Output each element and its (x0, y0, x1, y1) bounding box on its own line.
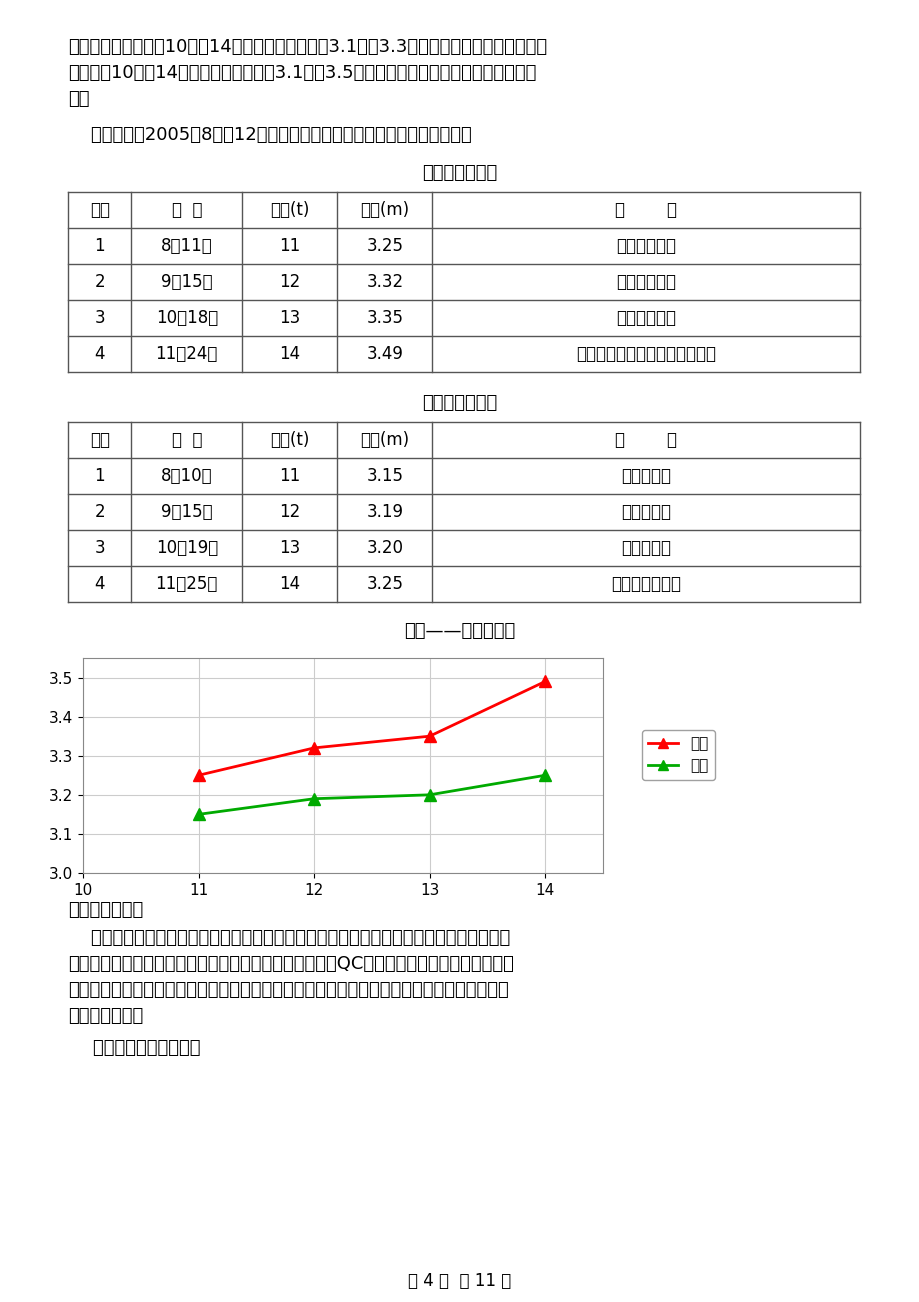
Text: 3: 3 (95, 309, 105, 327)
Text: 13: 13 (278, 539, 301, 557)
Text: 12: 12 (278, 273, 301, 292)
Text: 无蔓汽返冒: 无蔓汽返冒 (620, 467, 671, 486)
Text: 3.19: 3.19 (366, 503, 403, 521)
Text: 11: 11 (278, 237, 301, 255)
Text: 11月25日: 11月25日 (155, 575, 218, 592)
Text: 2: 2 (95, 503, 105, 521)
Text: 1: 1 (95, 237, 105, 255)
Text: 南场渣量10吞－14吞时，渣水斗液位在3.1米－3.5米，蔓汽反冒现象从少量到大量，到严: 南场渣量10吞－14吞时，渣水斗液位在3.1米－3.5米，蔓汽反冒现象从少量到大… (68, 64, 536, 82)
Text: 1: 1 (95, 467, 105, 486)
Text: 13: 13 (278, 309, 301, 327)
Legend: 南场, 北场: 南场, 北场 (641, 730, 714, 780)
Text: 下面分别是2005年8月至12月期间水渣南北场蔓汽返冒现象的调查情况：: 下面分别是2005年8月至12月期间水渣南北场蔓汽返冒现象的调查情况： (68, 126, 471, 145)
Text: 北场吹制情况：: 北场吹制情况： (422, 395, 497, 411)
Text: 六、原因分析和论证：: 六、原因分析和论证： (68, 1039, 200, 1057)
Text: 南场吹制情况：: 南场吹制情况： (422, 164, 497, 182)
Text: 3.49: 3.49 (366, 345, 403, 363)
Text: 现        象: 现 象 (615, 201, 676, 219)
Text: 大量蔓汽返冒: 大量蔓汽返冒 (616, 309, 675, 327)
Text: 渣量(t): 渣量(t) (270, 201, 309, 219)
Text: 3.20: 3.20 (366, 539, 403, 557)
Text: 现        象: 现 象 (615, 431, 676, 449)
Text: 8月10日: 8月10日 (161, 467, 212, 486)
Text: 12: 12 (278, 503, 301, 521)
Text: 少量蔓汽返冒: 少量蔓汽返冒 (616, 237, 675, 255)
Text: 4: 4 (95, 575, 105, 592)
Text: 10月19日: 10月19日 (155, 539, 218, 557)
Text: 渣量(t): 渣量(t) (270, 431, 309, 449)
Text: 3: 3 (95, 539, 105, 557)
Text: 3.25: 3.25 (366, 575, 403, 592)
Text: 事水渣工艺工作的辅导员加盟，北场不存在蔓汽返冒现象，只要找到它们的不同之处，问题就: 事水渣工艺工作的辅导员加盟，北场不存在蔓汽返冒现象，只要找到它们的不同之处，问题… (68, 980, 508, 999)
Text: 9月15日: 9月15日 (161, 273, 212, 292)
Text: 序号: 序号 (89, 431, 109, 449)
Text: 3.25: 3.25 (366, 237, 403, 255)
Text: 3.15: 3.15 (366, 467, 403, 486)
Text: 出现极少量蔓汽: 出现极少量蔓汽 (610, 575, 680, 592)
Text: 14: 14 (278, 345, 300, 363)
Text: 液位(m): 液位(m) (360, 201, 409, 219)
Text: 第 4 页  共 11 页: 第 4 页 共 11 页 (408, 1272, 511, 1290)
Text: 蔓汽返冒严重，并带有泡渣飞出: 蔓汽返冒严重，并带有泡渣飞出 (575, 345, 715, 363)
Text: 4: 4 (95, 345, 105, 363)
Text: 14: 14 (278, 575, 300, 592)
Text: 液位(m): 液位(m) (360, 431, 409, 449)
Text: 日  期: 日 期 (171, 431, 202, 449)
Text: 都很正常；北场渣量10吞－14吞时，渣水斗液位在3.1米－3.3米，蔓汽反冒现象基本没有；: 都很正常；北场渣量10吞－14吞时，渣水斗液位在3.1米－3.3米，蔓汽反冒现象… (68, 38, 547, 56)
Text: 厉，现场工作经验丰富，再加上部分小组成员有参加其他QC活动项目的成功经验和有多年从: 厉，现场工作经验丰富，再加上部分小组成员有参加其他QC活动项目的成功经验和有多年… (68, 954, 514, 973)
Text: 日  期: 日 期 (171, 201, 202, 219)
Text: 无蔓汽返冒: 无蔓汽返冒 (620, 539, 671, 557)
Text: 大量蔓汽返冒: 大量蔓汽返冒 (616, 273, 675, 292)
Text: 8月11日: 8月11日 (161, 237, 212, 255)
Text: 一定能够解决。: 一定能够解决。 (68, 1006, 143, 1025)
Text: 序号: 序号 (89, 201, 109, 219)
Text: 9月15日: 9月15日 (161, 503, 212, 521)
Text: 11: 11 (278, 467, 301, 486)
Text: 无蔓汽返冒: 无蔓汽返冒 (620, 503, 671, 521)
Text: 液位——渣量曲线：: 液位——渣量曲线： (404, 622, 515, 641)
Text: 10月18日: 10月18日 (155, 309, 218, 327)
Text: 3.32: 3.32 (366, 273, 403, 292)
Text: 五、制定目标：: 五、制定目标： (68, 901, 143, 919)
Text: 11月24日: 11月24日 (155, 345, 218, 363)
Text: 重。: 重。 (68, 90, 89, 108)
Text: 3.35: 3.35 (366, 309, 403, 327)
Text: 2: 2 (95, 273, 105, 292)
Text: 通过现状调查后小组制定了「消除南场吹制筱无蔓汽返冒」的目标。小组成员技术力量雄: 通过现状调查后小组制定了「消除南场吹制筱无蔓汽返冒」的目标。小组成员技术力量雄 (68, 930, 510, 947)
